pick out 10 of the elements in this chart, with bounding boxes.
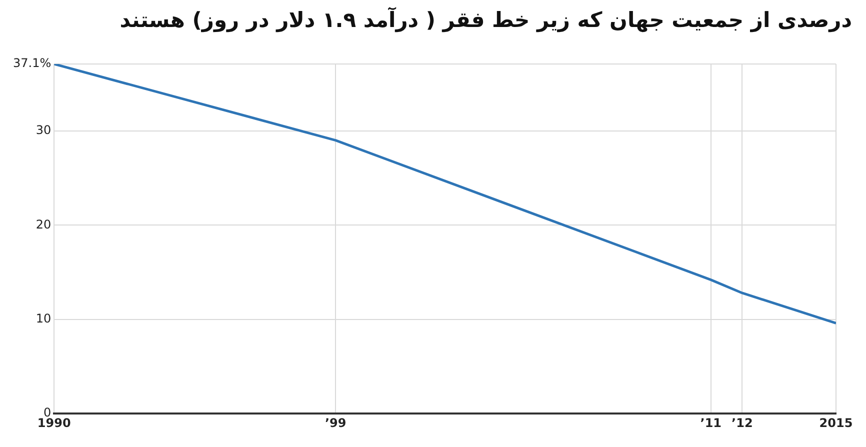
y-tick-label: 37.1%	[12, 56, 52, 70]
y-tick-label: 20	[36, 217, 52, 232]
x-tick-label: 1990	[37, 416, 71, 430]
x-tick-label: 2015	[819, 416, 853, 430]
x-tick-label: ’12	[732, 416, 753, 430]
x-tick-label: ’11	[700, 416, 722, 430]
y-tick-label: 10	[36, 311, 52, 326]
y-tick-label: 30	[36, 123, 52, 138]
x-tick-label: ’99	[324, 416, 346, 430]
chart-title: درصدی از جمعیت جهان که زیر خط فقر ( درآمد ۱.۹ دلار در روز) هستند	[118, 8, 852, 32]
